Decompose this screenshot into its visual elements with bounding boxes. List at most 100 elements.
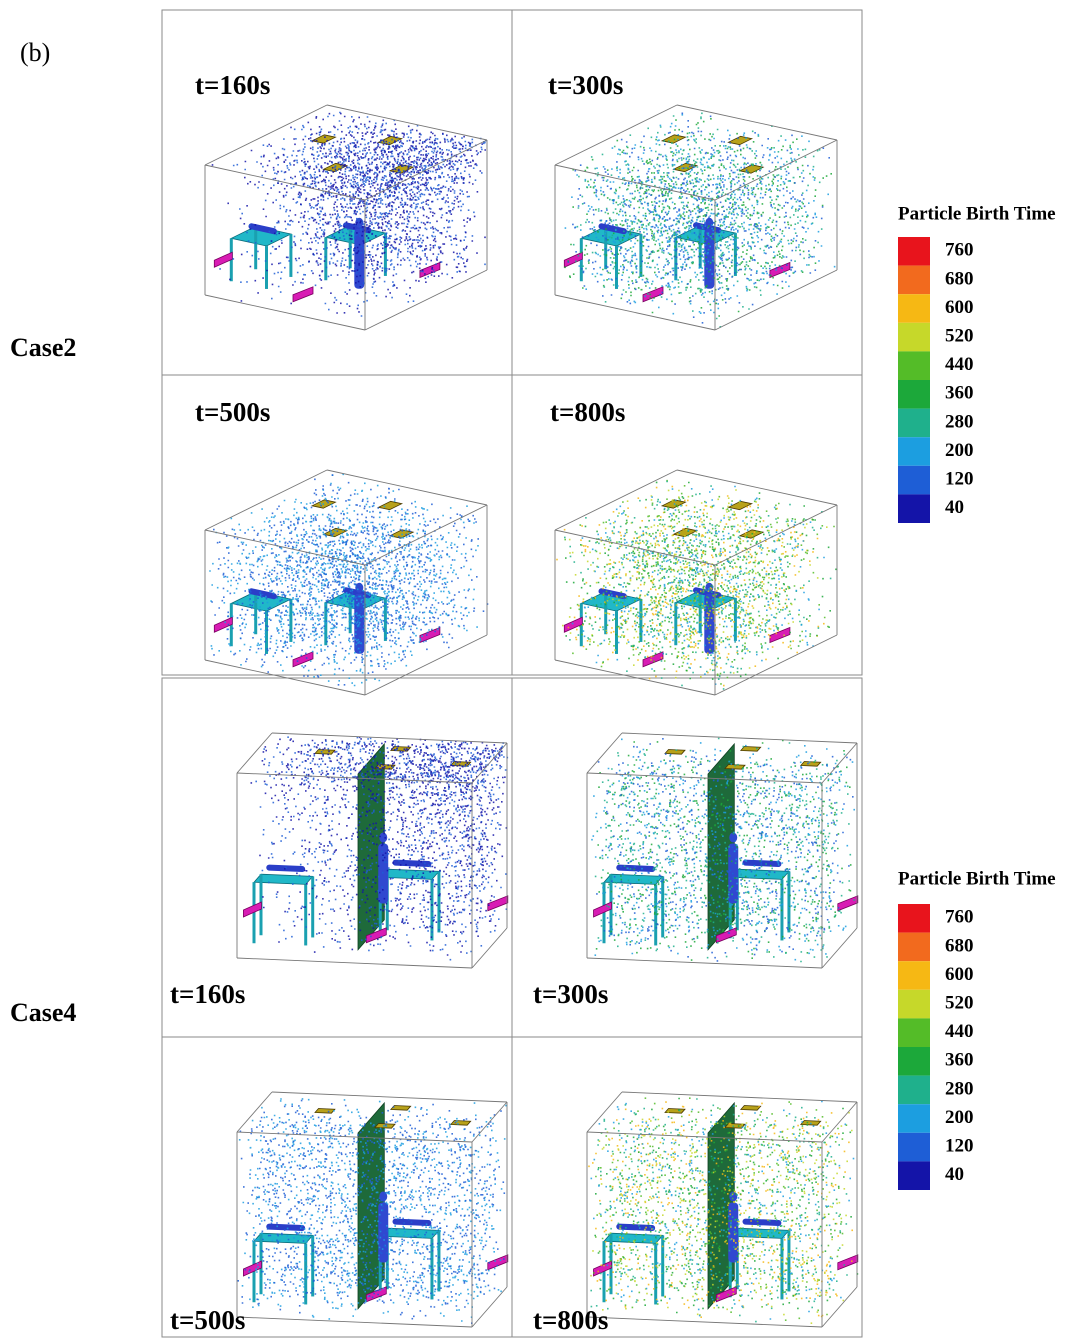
domain-edge [271,732,508,744]
wall-vent [292,286,314,303]
domain-edge [364,634,488,696]
patient [598,223,627,235]
colorbar-swatch [898,437,930,466]
domain-edge [471,927,508,969]
domain-edge [204,104,328,166]
domain-edge [621,1091,858,1103]
colorbar-label: 120 [945,1135,974,1156]
colorbar-swatch [898,494,930,523]
colorbar-swatch [898,351,930,380]
particles [596,738,854,962]
domain-edge [554,469,678,531]
ceiling-vent [664,1108,686,1114]
colorbar-swatch [898,1018,930,1047]
scene [236,1091,509,1328]
scene [236,732,509,969]
colorbar-swatch [898,465,930,495]
wall-vent [487,1254,509,1271]
ceiling-vent [314,1108,336,1114]
colorbar-label: 120 [945,468,974,489]
domain-edge [821,927,858,969]
colorbar-label: 440 [945,354,974,375]
particles [237,1099,506,1324]
colorbar-title: Particle Birth Time [898,868,1056,889]
domain-edge [714,269,838,331]
patient [742,1218,782,1226]
wall-vent [213,616,233,633]
domain-edge [676,104,838,141]
domain-edge [471,1101,508,1143]
domain-edge [554,104,678,166]
scenes [204,104,859,1328]
wall-vent [769,626,791,644]
ceiling-vent [724,764,746,770]
domain-edge [821,1101,858,1143]
domain-edge [554,659,716,696]
colorbar-swatch [898,380,930,409]
domain-edge [586,732,623,774]
domain-edge [554,164,716,201]
colorbar-label: 520 [945,992,974,1013]
patient [266,1223,306,1231]
time-label: t=300s [533,979,608,1009]
colorbar-label: 200 [945,1107,974,1128]
patient [248,223,277,235]
domain-edge [554,529,716,566]
ceiling-vent [377,500,404,511]
case-label: Case2 [10,333,76,362]
domain-edge [586,1131,823,1143]
domain-edge [204,529,366,566]
colorbar-label: 600 [945,964,974,985]
domain-edge [621,732,858,744]
wall-vent [292,651,314,668]
wall-vent [242,1260,262,1277]
colorbar-swatch [898,932,930,962]
particles [250,736,508,956]
colorbar-label: 40 [945,497,964,518]
wall-vent [642,286,664,303]
particles [571,485,825,685]
colorbar-swatch [898,1161,930,1190]
ceiling-vent [374,1123,396,1129]
particles [209,473,479,687]
wall-vent [837,1254,859,1271]
ceiling-vent [314,749,336,755]
wall-vent [242,901,262,918]
colorbar-swatch [898,408,930,438]
domain-edge [364,504,488,566]
colorbar-label: 520 [945,325,974,346]
ceiling-vent [724,1123,746,1129]
panel-label: (b) [20,38,50,67]
domain-edge [471,1286,508,1328]
scene [204,469,489,696]
wall-vent [715,927,737,944]
domain-edge [204,469,328,531]
domain-edge [586,1316,823,1328]
domain-edge [586,772,823,784]
domain-edge [586,957,823,969]
case-label: Case4 [10,998,76,1027]
domain-edge [204,164,366,201]
particles [591,738,855,961]
colorbar-label: 40 [945,1164,964,1185]
ceiling-vent [739,746,762,752]
colorbar-swatch [898,237,930,266]
wall-vent [715,1286,737,1303]
time-label: t=160s [195,70,270,100]
table [603,873,664,885]
scene [554,469,838,696]
particles [211,112,486,314]
time-label: t=300s [548,70,623,100]
colorbar-label: 280 [945,411,974,432]
colorbar-label: 360 [945,1050,974,1071]
patient [598,588,627,600]
person [705,582,714,593]
domain-edge [586,1091,623,1133]
colorbar-label: 280 [945,1078,974,1099]
particles [564,479,835,685]
time-label: t=500s [170,1305,245,1335]
domain-edge [714,634,838,696]
particles [588,1101,853,1318]
domain-edge [204,294,366,331]
colorbar-swatch [898,989,930,1019]
